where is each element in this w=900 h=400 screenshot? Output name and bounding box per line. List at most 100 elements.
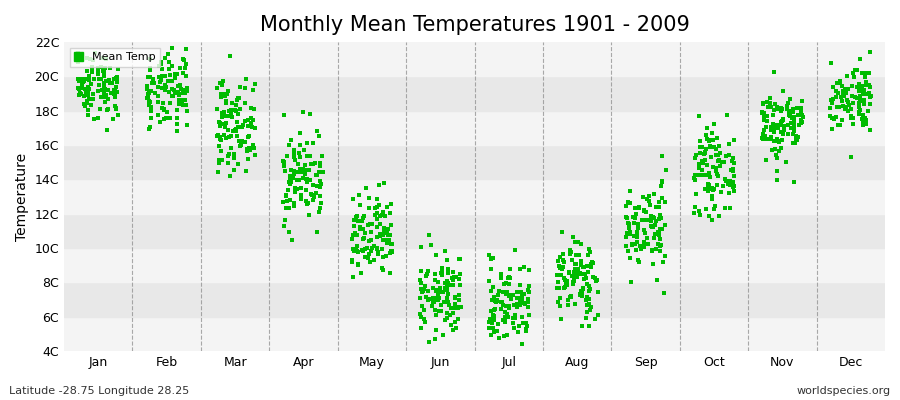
Point xyxy=(482,324,497,331)
Point xyxy=(724,166,738,173)
Point xyxy=(840,86,854,93)
Point xyxy=(844,93,859,100)
Point xyxy=(298,167,312,173)
Point xyxy=(380,238,394,244)
Point xyxy=(522,266,536,273)
Point xyxy=(230,102,244,108)
Point xyxy=(375,212,390,219)
Point xyxy=(590,276,605,283)
Point xyxy=(634,246,648,252)
Point xyxy=(176,56,191,62)
Point xyxy=(96,86,111,92)
Point xyxy=(717,158,732,165)
Point xyxy=(158,87,172,94)
Point xyxy=(856,112,870,118)
Point xyxy=(301,200,315,206)
Point xyxy=(430,289,445,296)
Point xyxy=(286,173,301,179)
Y-axis label: Temperature: Temperature xyxy=(15,152,29,241)
Point xyxy=(551,258,565,264)
Point xyxy=(693,212,707,219)
Point xyxy=(787,125,801,131)
Point xyxy=(574,240,589,247)
Point xyxy=(180,88,194,94)
Point xyxy=(293,130,308,136)
Point xyxy=(842,102,857,109)
Point xyxy=(165,78,179,84)
Point xyxy=(91,71,105,77)
Point xyxy=(760,112,774,119)
Point xyxy=(97,80,112,87)
Point xyxy=(376,254,391,260)
Point xyxy=(789,137,804,143)
Point xyxy=(100,127,114,133)
Point xyxy=(701,188,716,194)
Point xyxy=(293,191,308,198)
Point xyxy=(704,154,718,161)
Point xyxy=(150,99,165,106)
Point xyxy=(441,266,455,272)
Point xyxy=(726,160,741,166)
Point xyxy=(688,175,702,181)
Point xyxy=(513,298,527,304)
Point xyxy=(359,245,374,251)
Point xyxy=(420,270,435,277)
Point xyxy=(693,144,707,150)
Text: worldspecies.org: worldspecies.org xyxy=(796,386,891,396)
Point xyxy=(433,285,447,291)
Point xyxy=(153,61,167,67)
Point xyxy=(436,298,451,305)
Point xyxy=(214,137,229,143)
Bar xyxy=(64,42,885,76)
Point xyxy=(722,141,736,148)
Point xyxy=(647,234,662,241)
Point xyxy=(499,280,513,286)
Point xyxy=(219,100,233,106)
Point xyxy=(302,212,316,218)
Point xyxy=(766,121,780,128)
Point xyxy=(657,199,671,205)
Point xyxy=(86,76,101,82)
Point xyxy=(100,96,114,103)
Point xyxy=(711,158,725,164)
Point xyxy=(855,116,869,122)
Point xyxy=(417,316,431,323)
Point xyxy=(777,123,791,130)
Point xyxy=(832,78,847,84)
Point xyxy=(482,316,497,322)
Point xyxy=(439,298,454,305)
Point xyxy=(246,142,260,149)
Point xyxy=(859,121,873,127)
Point xyxy=(446,282,461,288)
Point xyxy=(166,87,181,94)
Point xyxy=(370,196,384,203)
Point xyxy=(311,133,326,140)
Point xyxy=(169,128,184,134)
Point xyxy=(573,270,588,277)
Point xyxy=(727,136,742,143)
Point xyxy=(176,89,190,96)
Point xyxy=(241,156,256,162)
Point xyxy=(427,299,441,305)
Point xyxy=(94,76,108,82)
Point xyxy=(111,66,125,72)
Point xyxy=(829,114,843,120)
Point xyxy=(770,155,784,161)
Point xyxy=(774,108,788,114)
Point xyxy=(574,258,589,264)
Point xyxy=(850,84,865,90)
Point xyxy=(101,106,115,112)
Point xyxy=(693,172,707,179)
Point xyxy=(244,114,258,121)
Point xyxy=(653,242,668,249)
Point xyxy=(627,215,642,221)
Point xyxy=(511,329,526,335)
Point xyxy=(655,178,670,185)
Point xyxy=(306,140,320,146)
Point xyxy=(560,282,574,289)
Point xyxy=(429,252,444,258)
Point xyxy=(453,282,467,288)
Point xyxy=(244,122,258,128)
Point xyxy=(219,120,233,126)
Point xyxy=(565,257,580,264)
